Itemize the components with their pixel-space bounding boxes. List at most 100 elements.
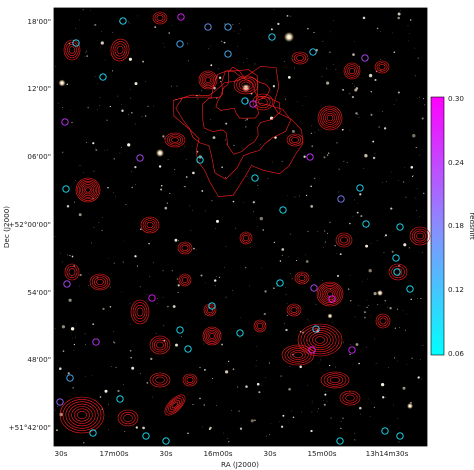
star [177,284,180,287]
star [328,152,330,154]
star [257,226,258,227]
contour-line [202,326,222,346]
x-tick-label: 16m00s [203,449,232,458]
contour-line [233,75,259,95]
star [411,357,413,359]
star [62,107,63,108]
star [244,120,246,121]
star [394,327,396,329]
source-marker [381,427,389,435]
star [75,337,76,339]
star [249,285,250,287]
contour-group [63,39,81,61]
star [393,104,395,105]
star [364,154,368,158]
contour-line [168,398,182,412]
star [272,85,276,88]
star [122,384,124,385]
star [113,158,115,160]
star [130,88,131,90]
star [227,440,230,443]
star [390,207,393,210]
star [134,123,136,125]
star [142,60,145,63]
star [245,267,247,269]
source-marker [224,23,232,31]
star [346,162,348,163]
colorbar-tick-label: 0.30 [448,94,464,103]
contour-line [374,60,390,74]
contour-line [171,137,179,143]
star [66,205,70,208]
contour-line [252,93,274,111]
contour-line [343,62,361,80]
star [205,132,206,133]
star [325,391,326,393]
star [100,47,101,49]
star [313,31,315,34]
contour-line [164,132,186,148]
star [396,360,398,362]
contour-line [290,350,306,360]
star [373,292,377,296]
source-marker [99,73,107,81]
star [59,367,62,370]
star [355,112,357,114]
star [285,287,286,288]
star [314,132,316,133]
contour-line [324,113,335,124]
star [62,151,64,153]
star [87,107,89,109]
star [291,129,295,133]
star [232,24,234,26]
star [256,360,257,361]
star [140,373,142,375]
star [167,305,169,308]
star [71,337,73,339]
star [232,200,235,203]
star [310,205,314,208]
star [378,126,380,128]
star [289,366,291,367]
star [210,119,212,120]
star [221,343,224,346]
star [331,321,333,323]
contour-line [215,66,271,119]
star [410,166,414,169]
star [113,192,114,193]
star [92,142,95,145]
star [211,378,213,380]
star [336,142,338,144]
star [164,206,168,210]
bright-star [156,149,164,157]
star [373,406,375,408]
star [351,96,354,99]
star [109,105,111,108]
contour-line [256,322,263,329]
star [285,328,288,332]
source-marker [328,295,336,303]
star [113,262,115,264]
star [266,79,268,80]
star [269,434,270,436]
colorbar-tick-label: 0.06 [448,349,464,358]
star [354,199,356,201]
source-marker [396,223,404,231]
contour-line [345,394,355,402]
star [363,311,366,314]
contour-line [169,135,182,145]
star [225,296,227,298]
star [130,97,131,99]
star [349,391,351,392]
star [318,129,319,131]
star [216,76,218,78]
star [129,22,131,24]
star [218,76,222,80]
contour-line [236,77,256,93]
star [417,376,420,379]
star [329,364,331,367]
contour-group [297,323,343,357]
star [146,381,149,384]
star [245,385,248,388]
contour-line [323,373,347,387]
